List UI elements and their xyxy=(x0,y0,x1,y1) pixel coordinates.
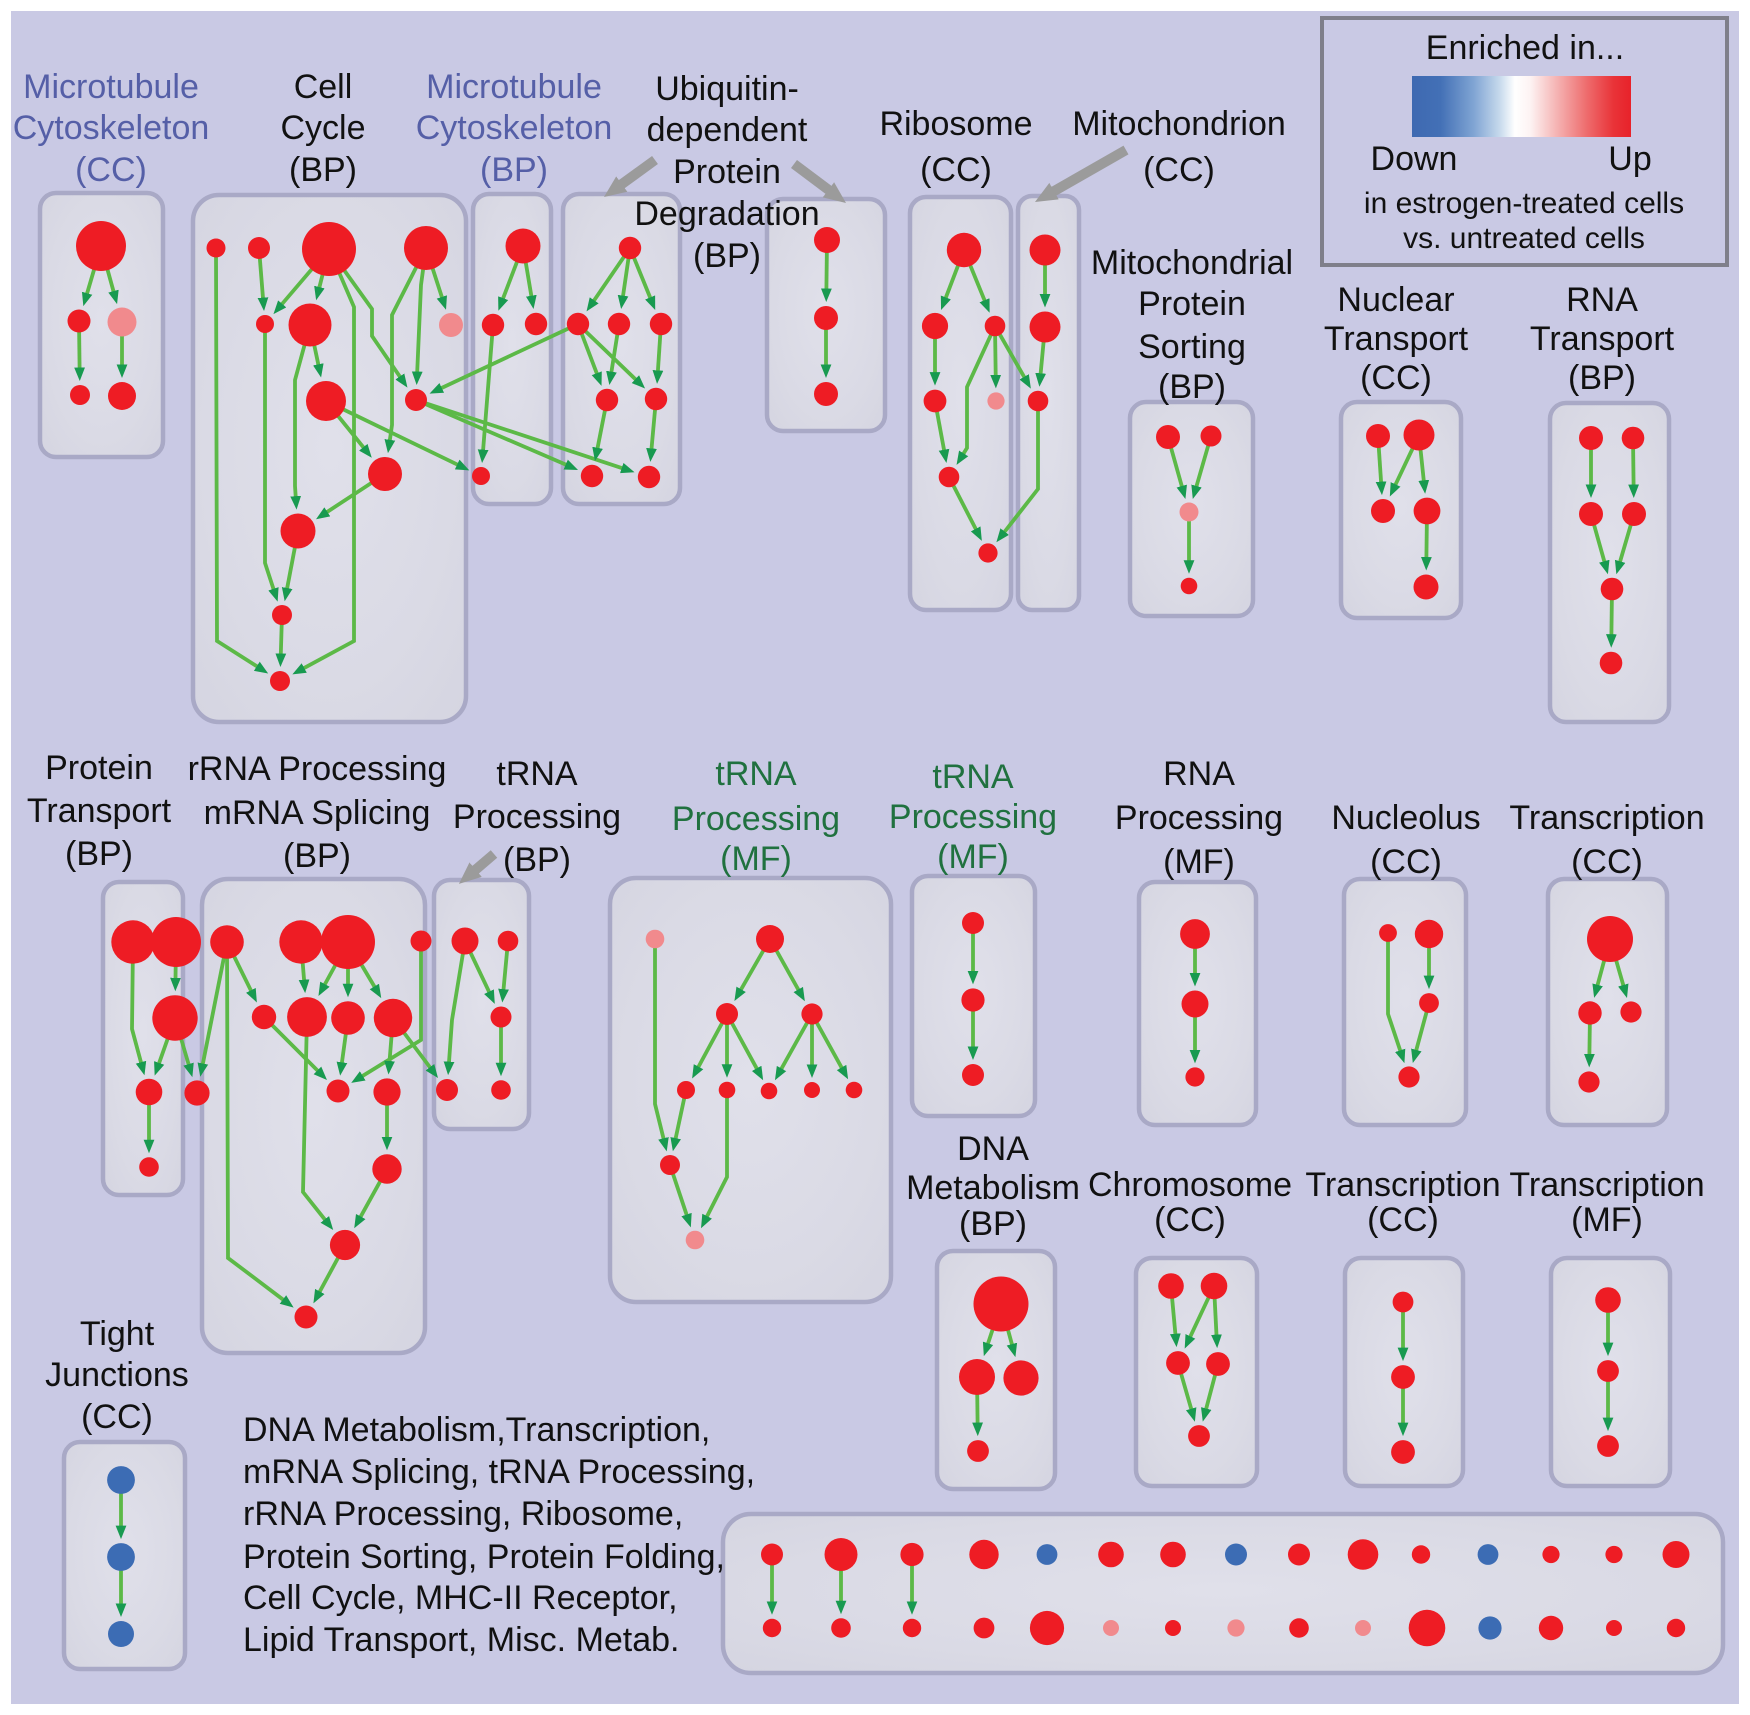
svg-text:vs. untreated cells: vs. untreated cells xyxy=(1403,222,1645,255)
svg-text:(BP): (BP) xyxy=(65,835,133,873)
svg-text:Transcription: Transcription xyxy=(1509,799,1704,837)
svg-text:Protein Sorting, Protein Foldi: Protein Sorting, Protein Folding, xyxy=(243,1538,725,1576)
svg-text:DNA: DNA xyxy=(957,1130,1029,1168)
svg-text:Transport: Transport xyxy=(1324,320,1469,358)
svg-text:Microtubule: Microtubule xyxy=(426,68,602,106)
svg-text:Protein: Protein xyxy=(1138,285,1246,323)
svg-text:(CC): (CC) xyxy=(1370,843,1442,881)
svg-text:rRNA Processing: rRNA Processing xyxy=(188,750,447,788)
svg-text:Metabolism: Metabolism xyxy=(906,1169,1080,1207)
svg-text:(BP): (BP) xyxy=(959,1205,1027,1243)
svg-text:Lipid Transport, Misc. Metab.: Lipid Transport, Misc. Metab. xyxy=(243,1621,680,1659)
svg-text:Enriched in...: Enriched in... xyxy=(1426,29,1624,67)
svg-text:(CC): (CC) xyxy=(1143,151,1215,189)
svg-text:DNA Metabolism,Transcription,: DNA Metabolism,Transcription, xyxy=(243,1411,710,1449)
svg-text:dependent: dependent xyxy=(647,111,808,149)
svg-text:Up: Up xyxy=(1608,140,1651,178)
svg-text:Tight: Tight xyxy=(80,1315,155,1353)
svg-text:(CC): (CC) xyxy=(920,151,992,189)
svg-text:Processing: Processing xyxy=(672,800,840,838)
svg-text:Processing: Processing xyxy=(453,798,621,836)
svg-text:(CC): (CC) xyxy=(1571,843,1643,881)
svg-text:Chromosome: Chromosome xyxy=(1088,1166,1292,1204)
svg-text:Nuclear: Nuclear xyxy=(1337,281,1454,319)
svg-text:Mitochondrial: Mitochondrial xyxy=(1091,244,1293,282)
svg-text:Transcription: Transcription xyxy=(1509,1166,1704,1204)
svg-text:RNA: RNA xyxy=(1163,755,1235,793)
svg-text:(MF): (MF) xyxy=(1571,1201,1643,1239)
svg-text:rRNA Processing, Ribosome,: rRNA Processing, Ribosome, xyxy=(243,1495,683,1533)
svg-text:Transport: Transport xyxy=(1530,320,1675,358)
svg-text:Down: Down xyxy=(1371,140,1458,178)
svg-text:Ribosome: Ribosome xyxy=(879,105,1032,143)
svg-text:(BP): (BP) xyxy=(693,237,761,275)
svg-text:Ubiquitin-: Ubiquitin- xyxy=(655,70,799,108)
svg-text:(MF): (MF) xyxy=(720,840,792,878)
svg-text:(BP): (BP) xyxy=(1158,368,1226,406)
svg-text:Cytoskeleton: Cytoskeleton xyxy=(416,109,613,147)
svg-text:Cytoskeleton: Cytoskeleton xyxy=(13,109,210,147)
svg-text:Transcription: Transcription xyxy=(1305,1166,1500,1204)
svg-text:(BP): (BP) xyxy=(283,837,351,875)
svg-text:(MF): (MF) xyxy=(937,838,1009,876)
svg-text:(BP): (BP) xyxy=(480,151,548,189)
svg-text:(CC): (CC) xyxy=(1360,359,1432,397)
svg-text:Mitochondrion: Mitochondrion xyxy=(1072,105,1286,143)
svg-text:Protein: Protein xyxy=(673,153,781,191)
svg-text:mRNA Splicing: mRNA Splicing xyxy=(204,794,431,832)
svg-text:(MF): (MF) xyxy=(1163,843,1235,881)
svg-text:Cycle: Cycle xyxy=(280,109,365,147)
svg-text:mRNA Splicing, tRNA Processing: mRNA Splicing, tRNA Processing, xyxy=(243,1453,755,1491)
svg-text:Transport: Transport xyxy=(27,792,172,830)
svg-text:(CC): (CC) xyxy=(75,151,147,189)
svg-text:Sorting: Sorting xyxy=(1138,328,1246,366)
svg-text:Junctions: Junctions xyxy=(45,1356,189,1394)
svg-text:Protein: Protein xyxy=(45,749,153,787)
svg-text:(BP): (BP) xyxy=(289,151,357,189)
svg-text:Degradation: Degradation xyxy=(634,195,819,233)
svg-text:(BP): (BP) xyxy=(503,841,571,879)
svg-text:tRNA: tRNA xyxy=(496,755,578,793)
svg-text:Processing: Processing xyxy=(889,798,1057,836)
svg-text:Microtubule: Microtubule xyxy=(23,68,199,106)
svg-text:(CC): (CC) xyxy=(81,1398,153,1436)
svg-text:Nucleolus: Nucleolus xyxy=(1331,799,1480,837)
svg-text:in estrogen-treated cells: in estrogen-treated cells xyxy=(1364,187,1684,220)
svg-text:Cell Cycle, MHC-II Receptor,: Cell Cycle, MHC-II Receptor, xyxy=(243,1579,678,1617)
svg-text:(BP): (BP) xyxy=(1568,359,1636,397)
svg-text:tRNA: tRNA xyxy=(932,758,1014,796)
svg-text:Cell: Cell xyxy=(294,68,353,106)
svg-text:(CC): (CC) xyxy=(1367,1201,1439,1239)
svg-text:RNA: RNA xyxy=(1566,281,1638,319)
svg-text:(CC): (CC) xyxy=(1154,1201,1226,1239)
svg-text:Processing: Processing xyxy=(1115,799,1283,837)
svg-text:tRNA: tRNA xyxy=(715,755,797,793)
